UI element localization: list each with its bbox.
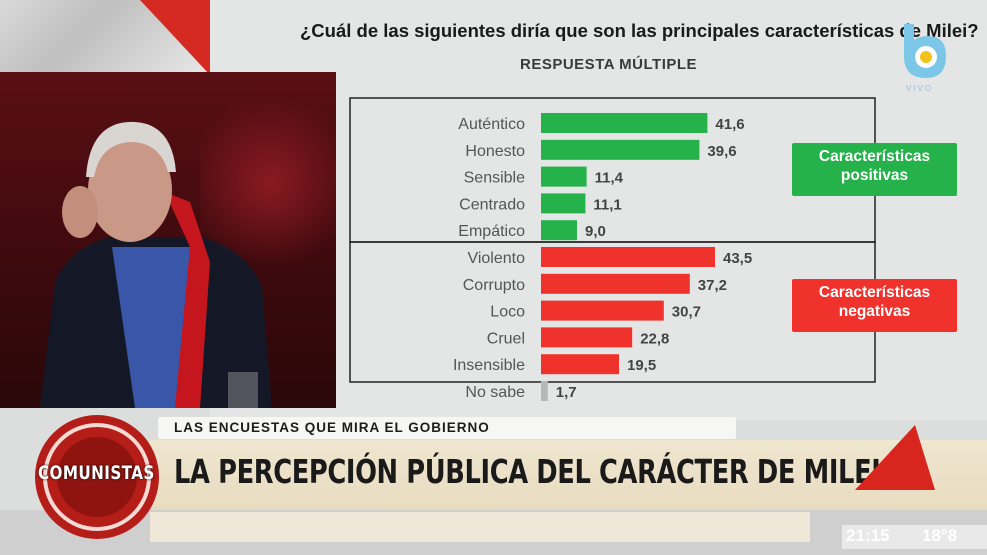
chart-panel-background bbox=[210, 0, 987, 420]
bar-cruel bbox=[541, 327, 633, 348]
category-label: Violento bbox=[467, 250, 525, 267]
live-indicator: VIVO bbox=[906, 84, 934, 93]
legend-negative-line2: negativas bbox=[838, 303, 911, 320]
bar-honesto bbox=[541, 139, 700, 160]
value-label: 43,5 bbox=[723, 250, 752, 267]
program-name: COMUNISTAS bbox=[38, 462, 155, 484]
value-label: 11,4 bbox=[595, 170, 624, 187]
category-label: Auténtico bbox=[458, 116, 525, 133]
legend-positive-line2: positivas bbox=[840, 167, 909, 184]
category-label: Cruel bbox=[487, 330, 525, 347]
value-label: 30,7 bbox=[672, 304, 701, 321]
legend-positive-line1: Características bbox=[818, 148, 931, 165]
value-label: 41,6 bbox=[715, 116, 744, 133]
red-triangle-decoration bbox=[855, 425, 935, 490]
channel-logo-icon bbox=[904, 24, 946, 78]
category-label: Sensible bbox=[464, 170, 525, 187]
chart-subtitle: RESPUESTA MÚLTIPLE bbox=[520, 56, 698, 73]
category-label: Insensible bbox=[453, 357, 525, 374]
presenter-video bbox=[0, 72, 336, 408]
time-text: 21:15 bbox=[846, 526, 890, 545]
bar-emptico bbox=[541, 220, 577, 241]
bar-autntico bbox=[541, 113, 708, 133]
value-label: 39,6 bbox=[707, 143, 736, 160]
category-label: Honesto bbox=[465, 143, 525, 160]
bar-nosabe bbox=[541, 381, 548, 401]
value-label: 22,8 bbox=[640, 330, 669, 347]
legend-positive: Características positivas bbox=[792, 143, 957, 196]
chart-title: ¿Cuál de las siguientes diría que son la… bbox=[300, 20, 979, 41]
legend-negative: Características negativas bbox=[792, 279, 957, 332]
category-label: Empático bbox=[458, 223, 525, 240]
legend-negative-line1: Características bbox=[818, 284, 931, 301]
kicker-bar: LAS ENCUESTAS QUE MIRA EL GOBIERNO bbox=[158, 417, 736, 439]
value-label: 1,7 bbox=[556, 384, 577, 401]
category-label: No sabe bbox=[465, 384, 525, 401]
bar-insensible bbox=[541, 354, 619, 375]
ticker-strip bbox=[150, 512, 810, 542]
value-label: 9,0 bbox=[585, 223, 606, 240]
bar-sensible bbox=[541, 166, 587, 187]
category-label: Loco bbox=[490, 304, 525, 321]
headline-bar bbox=[150, 440, 987, 510]
value-label: 19,5 bbox=[627, 357, 656, 374]
temperature-text: 18°8 bbox=[922, 526, 958, 545]
program-badge-icon bbox=[35, 415, 159, 539]
bar-loco bbox=[541, 300, 664, 321]
kicker-text: LAS ENCUESTAS QUE MIRA EL GOBIERNO bbox=[174, 420, 490, 435]
value-label: 37,2 bbox=[698, 277, 727, 294]
bar-centrado bbox=[541, 193, 586, 214]
category-label: Corrupto bbox=[463, 277, 525, 294]
status-clock: 21:15 18°8 bbox=[842, 525, 987, 549]
value-label: 11,1 bbox=[593, 196, 621, 213]
corner-decoration bbox=[0, 0, 210, 75]
category-label: Centrado bbox=[459, 196, 525, 213]
headline-text: LA PERCEPCIÓN PÚBLICA DEL CARÁCTER DE MI… bbox=[174, 452, 881, 491]
bar-violento bbox=[541, 247, 715, 267]
bar-corrupto bbox=[541, 273, 690, 294]
